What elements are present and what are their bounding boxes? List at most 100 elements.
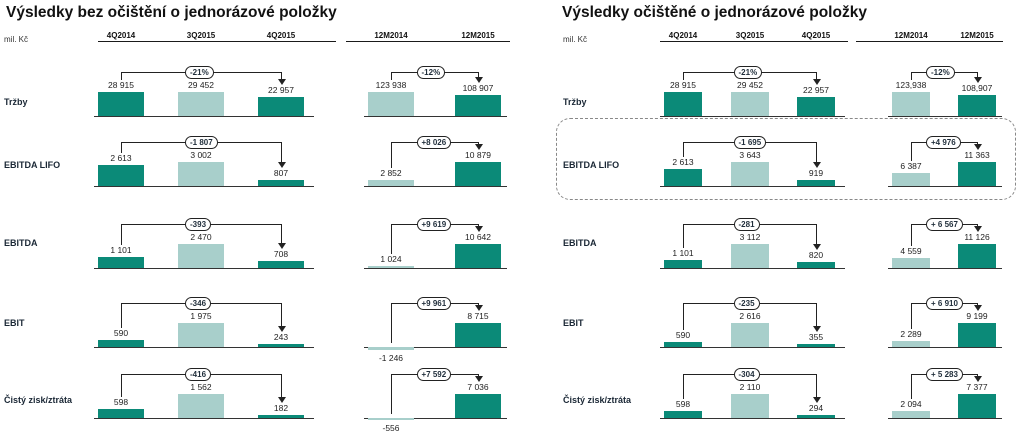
bar-12m2014 [892, 92, 930, 116]
data-label: 7 036 [467, 382, 489, 392]
change-bracket-arrow-line [281, 374, 282, 398]
data-label: 6 387 [900, 160, 922, 171]
column-header: 12M2015 [461, 31, 495, 40]
arrow-icon [812, 79, 821, 86]
panel-title: Výsledky očištěné o jednorázové položky [562, 4, 867, 21]
change-bracket-arrow-line [281, 303, 282, 327]
bar-12m2015 [958, 162, 996, 186]
bar-3q2015 [178, 323, 224, 347]
arrow-icon [973, 376, 982, 382]
row-label: Čistý zisk/ztráta [4, 395, 73, 405]
bar-12m2014 [368, 179, 414, 186]
change-bracket-arrow-line [816, 142, 817, 162]
baseline [364, 186, 507, 187]
baseline [660, 186, 845, 187]
bar-12m2015 [958, 394, 996, 418]
baseline [94, 418, 314, 419]
bar-4q2015 [258, 344, 304, 347]
change-bracket-arrow-line [816, 303, 817, 326]
change-bracket-arrow-line [977, 224, 978, 226]
baseline [364, 347, 507, 348]
bar-12m2015 [958, 323, 996, 347]
bar-4q2014 [98, 92, 144, 116]
bar-3q2015 [731, 394, 769, 418]
data-label: 22 957 [803, 85, 829, 96]
bar-12m2015 [455, 244, 501, 268]
bar-4q2015 [258, 97, 304, 116]
data-label: 8 715 [467, 311, 489, 321]
data-label: 123,938 [895, 80, 927, 90]
data-label: 1 101 [672, 247, 694, 258]
data-label: 1 024 [380, 253, 402, 264]
change-bracket-arrow-line [281, 224, 282, 244]
bar-4q2014 [664, 341, 702, 347]
bar-12m2014 [368, 92, 414, 116]
data-label: 4 559 [900, 246, 922, 257]
change-badge: -235 [733, 297, 760, 310]
data-label: 108 907 [462, 82, 494, 93]
bar-3q2015 [731, 92, 769, 116]
bar-3q2015 [178, 394, 224, 418]
change-badge: -416 [185, 368, 212, 381]
change-badge: + 5 283 [926, 368, 963, 381]
column-header: 3Q2015 [735, 31, 765, 40]
change-bracket-arrow-line [478, 142, 479, 144]
row-label: EBITDA LIFO [4, 160, 61, 170]
change-badge: -12% [926, 66, 955, 79]
bar-3q2015 [731, 323, 769, 347]
column-header: 4Q2015 [266, 31, 296, 40]
arrow-icon [277, 161, 286, 168]
data-label: 29 452 [188, 80, 214, 90]
header-rule [856, 41, 1003, 42]
change-badge: +4 976 [926, 136, 961, 149]
change-badge: -304 [733, 368, 760, 381]
data-label: 2 470 [190, 232, 212, 242]
bar-12m2015 [455, 323, 501, 347]
data-label: 28 915 [108, 80, 134, 91]
bar-12m2015 [455, 394, 501, 418]
data-label: 598 [113, 396, 129, 407]
data-label: 355 [808, 331, 824, 342]
column-header: 4Q2014 [106, 31, 136, 40]
data-label: 10 879 [465, 150, 491, 160]
bar-4q2014 [664, 168, 702, 186]
change-badge: -281 [733, 218, 760, 231]
highlight-box [556, 118, 1016, 200]
data-label: 29 452 [737, 80, 763, 90]
data-label: 820 [808, 249, 824, 260]
arrow-icon [474, 76, 483, 83]
data-label: 11 126 [964, 232, 990, 242]
bar-4q2014 [98, 408, 144, 418]
change-badge: -21% [733, 66, 763, 79]
change-badge: +9 961 [416, 297, 452, 310]
data-label: 3 002 [190, 150, 212, 160]
bar-4q2014 [98, 257, 144, 268]
change-bracket-arrow-line [816, 374, 817, 397]
change-badge: +7 592 [416, 368, 452, 381]
data-label: 10 642 [465, 232, 491, 242]
baseline [660, 268, 845, 269]
arrow-icon [277, 326, 286, 333]
bar-4q2015 [258, 415, 304, 418]
panel-title: Výsledky bez očištění o jednorázové polo… [6, 4, 337, 21]
data-label: 11 363 [964, 150, 990, 160]
bar-4q2015 [258, 179, 304, 186]
bar-3q2015 [178, 244, 224, 268]
baseline [94, 186, 314, 187]
bar-4q2015 [797, 97, 835, 116]
row-label: Tržby [4, 97, 28, 107]
change-badge: + 6 910 [926, 297, 963, 310]
bar-12m2014 [368, 265, 414, 268]
change-bracket-arrow-line [816, 72, 817, 80]
data-label: 294 [808, 402, 824, 413]
arrow-icon [474, 144, 483, 150]
baseline [94, 347, 314, 348]
bar-4q2014 [664, 259, 702, 268]
arrow-icon [277, 243, 286, 250]
column-header: 4Q2014 [668, 31, 698, 40]
data-label: 22 957 [268, 85, 294, 96]
data-label: 2 289 [900, 329, 922, 340]
change-bracket-arrow-line [478, 303, 479, 305]
change-badge: -21% [185, 66, 214, 79]
column-header: 12M2014 [894, 31, 928, 40]
